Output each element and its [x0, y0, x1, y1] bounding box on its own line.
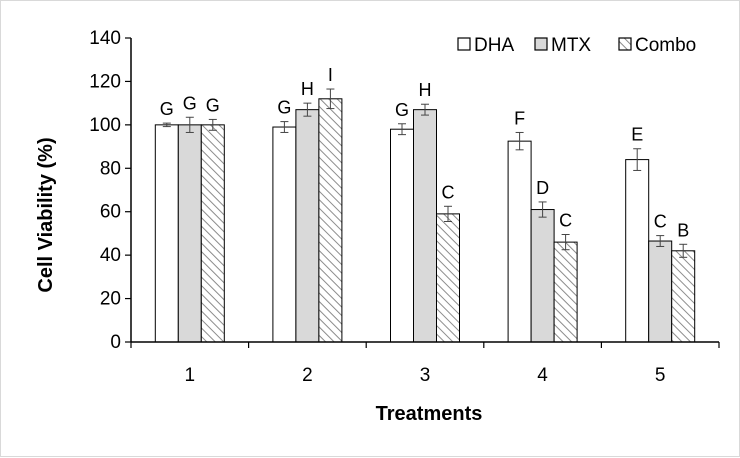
x-tick-label: 4: [537, 365, 548, 386]
significance-letter: D: [536, 178, 549, 198]
bar-mtx: [648, 240, 673, 343]
y-tick-label: 80: [100, 158, 121, 179]
significance-letter: G: [395, 100, 409, 120]
legend-swatch-dha: [457, 37, 471, 51]
legend-label: MTX: [551, 35, 591, 56]
bar-combo: [671, 250, 696, 343]
bar-combo: [553, 241, 578, 343]
y-tick-label: 120: [89, 71, 121, 92]
y-tick-label: 60: [100, 202, 121, 223]
x-tick-label: 3: [420, 365, 431, 386]
significance-letter: G: [183, 93, 197, 113]
legend-swatch-mtx: [534, 37, 548, 51]
y-tick-label: 0: [110, 332, 121, 353]
significance-letter: I: [328, 65, 333, 85]
x-axis-ticks: 1 2 3 4 5: [130, 342, 720, 386]
significance-letter: G: [277, 98, 291, 118]
bar-mtx: [295, 109, 320, 343]
y-tick-label: 20: [100, 289, 121, 310]
significance-letter: G: [206, 95, 220, 115]
significance-letter: H: [419, 80, 432, 100]
significance-letter: C: [442, 182, 455, 202]
significance-letter: E: [631, 125, 643, 145]
legend-swatch-combo: [618, 37, 632, 51]
legend-label: DHA: [474, 35, 514, 56]
significance-letter: G: [160, 99, 174, 119]
bar-mtx: [530, 209, 555, 343]
significance-letter: C: [559, 211, 572, 231]
y-tick-label: 100: [89, 115, 121, 136]
significance-letter: C: [654, 212, 667, 232]
x-tick-label: 2: [302, 365, 313, 386]
significance-letter: H: [301, 79, 314, 99]
x-tick-label: 5: [655, 365, 666, 386]
bar-dha: [390, 128, 414, 343]
bar-combo: [318, 98, 343, 343]
significance-letter: B: [677, 220, 689, 240]
bar-combo: [436, 213, 460, 343]
bar-mtx: [177, 124, 202, 343]
y-tick-label: 140: [89, 28, 121, 49]
bars: [154, 98, 696, 343]
error-bars: [162, 88, 688, 258]
y-axis-ticks: 0 20 40 60 80 100 120 140: [89, 28, 131, 353]
bar-dha: [625, 159, 650, 343]
bar-mtx: [413, 109, 437, 343]
x-tick-label: 1: [185, 365, 196, 386]
y-tick-label: 40: [100, 245, 121, 266]
bar-dha: [272, 126, 297, 343]
legend-label: Combo: [635, 35, 696, 56]
x-axis-title: Treatments: [376, 403, 483, 425]
y-axis-title: Cell Viability (%): [35, 137, 57, 292]
bar-dha: [154, 124, 179, 343]
bar-combo: [200, 124, 225, 343]
legend: DHA MTX Combo: [457, 35, 696, 56]
bar-dha: [507, 140, 532, 343]
significance-letter: F: [514, 108, 525, 128]
